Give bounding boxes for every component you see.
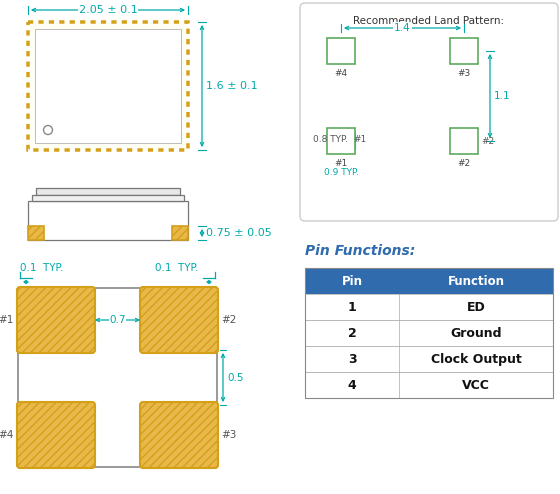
Text: 0.5: 0.5 [227, 372, 244, 382]
Text: #3: #3 [458, 69, 470, 78]
FancyBboxPatch shape [18, 288, 217, 467]
Text: #1: #1 [0, 315, 14, 325]
Bar [305, 320, 553, 346]
Text: Pin Functions:: Pin Functions: [305, 244, 416, 258]
Bar [305, 268, 553, 398]
Text: 0.7: 0.7 [109, 315, 126, 325]
Circle shape [44, 125, 53, 134]
Text: Recommended Land Pattern:: Recommended Land Pattern: [353, 16, 505, 26]
Text: #4: #4 [0, 430, 14, 440]
Bar [450, 38, 478, 64]
Text: 2: 2 [348, 327, 357, 339]
Bar [305, 268, 553, 294]
Bar [35, 29, 181, 143]
Text: 0.9 TYP.: 0.9 TYP. [324, 167, 358, 176]
Bar [450, 128, 478, 154]
Text: 3: 3 [348, 353, 356, 366]
Text: Pin: Pin [342, 275, 363, 288]
FancyBboxPatch shape [140, 402, 218, 468]
Bar [305, 346, 553, 372]
FancyBboxPatch shape [17, 287, 95, 353]
Text: Function: Function [447, 275, 505, 288]
Bar [327, 38, 355, 64]
Text: Ground: Ground [450, 327, 502, 339]
Text: 0.75 ± 0.05: 0.75 ± 0.05 [206, 228, 272, 238]
Text: 1.6 ± 0.1: 1.6 ± 0.1 [206, 81, 258, 91]
Text: 0.1  TYP.: 0.1 TYP. [155, 263, 198, 273]
Text: #1: #1 [353, 134, 366, 143]
Bar [28, 201, 188, 240]
Text: 1: 1 [348, 300, 357, 314]
Text: #2: #2 [221, 315, 236, 325]
Text: #4: #4 [334, 69, 348, 78]
Bar [305, 294, 553, 320]
Text: #3: #3 [221, 430, 236, 440]
FancyBboxPatch shape [28, 22, 188, 150]
Text: #2: #2 [481, 136, 494, 146]
Text: #1: #1 [334, 159, 348, 168]
Text: 2.05 ± 0.1: 2.05 ± 0.1 [78, 5, 137, 15]
Text: 0.8 TYP.: 0.8 TYP. [313, 134, 348, 143]
Text: 0.1  TYP.: 0.1 TYP. [20, 263, 63, 273]
FancyBboxPatch shape [17, 402, 95, 468]
FancyBboxPatch shape [300, 3, 558, 221]
Bar [172, 226, 188, 240]
Text: ED: ED [466, 300, 486, 314]
Bar [28, 226, 44, 240]
Text: 1.4: 1.4 [394, 23, 411, 33]
Text: VCC: VCC [462, 378, 490, 392]
Text: #2: #2 [458, 159, 470, 168]
Bar [32, 195, 184, 201]
Text: 4: 4 [348, 378, 357, 392]
Text: Clock Output: Clock Output [431, 353, 521, 366]
FancyBboxPatch shape [140, 287, 218, 353]
Bar [327, 128, 355, 154]
Text: 1.1: 1.1 [494, 91, 511, 101]
Bar [305, 372, 553, 398]
Bar [36, 188, 180, 195]
